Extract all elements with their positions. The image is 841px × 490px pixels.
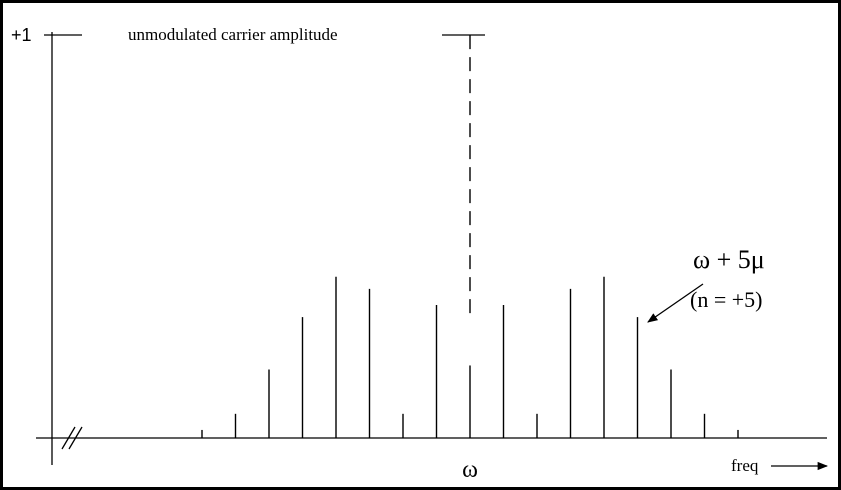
annotation-line-2: (n = +5) — [690, 287, 762, 312]
axis-break-mark — [68, 426, 83, 450]
x-axis-label: freq — [731, 456, 759, 475]
annotation-line-1: ω + 5μ — [693, 245, 765, 274]
spectral-lines — [201, 35, 739, 438]
y-axis-tick-label: +1 — [11, 25, 32, 45]
axis-break-mark — [61, 426, 76, 450]
center-frequency-label: ω — [462, 457, 478, 483]
carrier-label: unmodulated carrier amplitude — [128, 25, 338, 44]
annotation-arrow — [647, 283, 704, 323]
